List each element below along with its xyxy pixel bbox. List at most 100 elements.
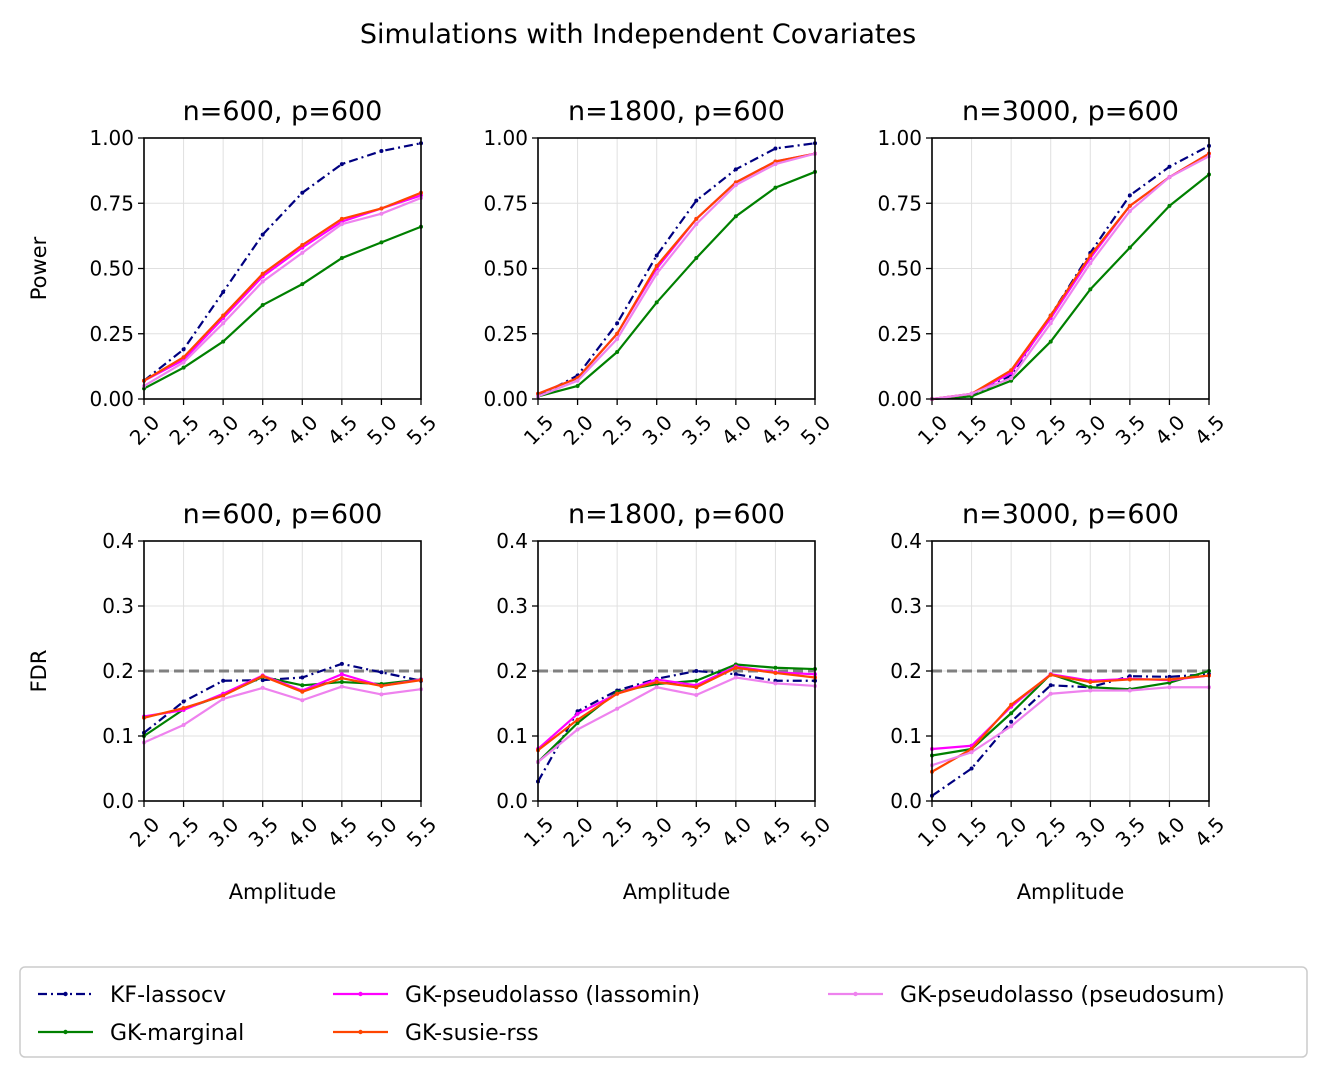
data-point bbox=[379, 683, 384, 688]
data-point bbox=[615, 336, 620, 341]
data-point bbox=[379, 692, 384, 697]
series-line bbox=[931, 673, 1210, 797]
x-tick-label: 4.5 bbox=[323, 812, 362, 851]
x-tick-label: 4.0 bbox=[717, 812, 756, 851]
data-point bbox=[260, 279, 265, 284]
x-axis-label: Amplitude bbox=[623, 880, 731, 904]
x-tick-label: 3.0 bbox=[638, 812, 677, 851]
data-point bbox=[181, 699, 186, 704]
series-line bbox=[143, 685, 422, 744]
x-tick-label: 2.5 bbox=[598, 812, 637, 851]
x-tick-label: 2.5 bbox=[1032, 812, 1071, 851]
x-tick-label: 4.0 bbox=[1150, 410, 1189, 449]
y-tick-label: 0.0 bbox=[496, 789, 528, 813]
series-line bbox=[143, 662, 422, 734]
data-point bbox=[181, 706, 186, 711]
x-ticks: 1.5 2.0 2.5 3.0 3.5 4.0 4.5 5.0 bbox=[519, 801, 835, 852]
data-point bbox=[733, 675, 738, 680]
series-group bbox=[536, 662, 817, 784]
x-tick-label: 2.0 bbox=[558, 410, 597, 449]
data-point bbox=[733, 182, 738, 187]
legend-marker bbox=[63, 1029, 68, 1035]
legend-label: GK-susie-rss bbox=[405, 1021, 539, 1046]
x-ticks: 1.0 1.5 2.0 2.5 3.0 3.5 4.0 4.5 bbox=[913, 399, 1229, 450]
x-tick-label: 5.0 bbox=[796, 812, 835, 851]
series-group bbox=[536, 141, 817, 399]
series-line bbox=[931, 173, 1210, 401]
data-point bbox=[1127, 193, 1132, 198]
data-point bbox=[1088, 253, 1093, 258]
x-tick-label: 5.5 bbox=[402, 812, 441, 851]
figure-title: Simulations with Independent Covariates bbox=[360, 19, 916, 50]
y-tick-label: 0.75 bbox=[483, 191, 528, 215]
y-tick-label: 0.50 bbox=[483, 257, 528, 281]
data-point bbox=[1127, 209, 1132, 214]
data-point bbox=[733, 214, 738, 219]
series-gk-pseudolasso-pseudosum bbox=[536, 675, 817, 764]
panel-2: 1.5 2.0 2.5 3.0 3.5 4.0 4.5 5.00.000.250.500.75… bbox=[483, 96, 835, 450]
data-point bbox=[300, 698, 305, 703]
series-gk-pseudolasso-lassomin bbox=[930, 151, 1211, 401]
y-axis-label: Power bbox=[27, 236, 51, 300]
series-line bbox=[143, 194, 422, 382]
y-tick-label: 0.1 bbox=[496, 724, 528, 748]
series-gk-pseudolasso-pseudosum bbox=[930, 685, 1211, 768]
data-point bbox=[1127, 677, 1132, 682]
data-point bbox=[575, 378, 580, 383]
data-point bbox=[1048, 321, 1053, 326]
x-tick-label: 5.0 bbox=[796, 410, 835, 449]
data-point bbox=[339, 680, 344, 685]
x-tick-label: 3.5 bbox=[244, 410, 283, 449]
x-axis-label: Amplitude bbox=[229, 880, 337, 904]
series-line bbox=[143, 197, 422, 387]
data-point bbox=[1009, 368, 1014, 373]
data-point bbox=[1127, 688, 1132, 693]
panel-title: n=1800, p=600 bbox=[568, 96, 785, 127]
x-tick-label: 1.0 bbox=[913, 410, 952, 449]
data-point bbox=[1009, 702, 1014, 707]
data-point bbox=[733, 167, 738, 172]
x-tick-label: 3.5 bbox=[677, 812, 716, 851]
data-point bbox=[694, 198, 699, 203]
y-tick-label: 0.2 bbox=[890, 659, 922, 683]
y-tick-label: 0.3 bbox=[890, 594, 922, 618]
series-line bbox=[537, 666, 816, 752]
data-point bbox=[1127, 203, 1132, 208]
data-point bbox=[1088, 287, 1093, 292]
y-tick-label: 0.00 bbox=[877, 387, 922, 411]
data-point bbox=[1167, 685, 1172, 690]
data-point bbox=[221, 678, 226, 683]
data-point bbox=[260, 232, 265, 237]
y-tick-label: 1.00 bbox=[89, 126, 134, 150]
y-tick-label: 0.3 bbox=[102, 594, 134, 618]
series-line bbox=[931, 144, 1210, 401]
series-gk-susie-rss bbox=[142, 190, 423, 383]
series-line bbox=[537, 152, 816, 395]
y-tick-label: 0.75 bbox=[877, 191, 922, 215]
y-tick-label: 1.00 bbox=[483, 126, 528, 150]
x-tick-label: 1.0 bbox=[913, 812, 952, 851]
data-point bbox=[300, 683, 305, 688]
x-tick-label: 2.0 bbox=[558, 812, 597, 851]
x-tick-label: 4.0 bbox=[283, 812, 322, 851]
panel-title: n=600, p=600 bbox=[183, 499, 383, 530]
data-point bbox=[1009, 724, 1014, 729]
x-tick-label: 3.0 bbox=[204, 410, 243, 449]
legend-marker bbox=[358, 1029, 363, 1035]
x-tick-label: 4.5 bbox=[323, 410, 362, 449]
x-tick-label: 3.0 bbox=[1071, 410, 1110, 449]
y-tick-label: 0.00 bbox=[483, 387, 528, 411]
panel-title: n=3000, p=600 bbox=[962, 96, 1179, 127]
x-tick-label: 5.0 bbox=[362, 410, 401, 449]
x-ticks: 1.0 1.5 2.0 2.5 3.0 3.5 4.0 4.5 bbox=[913, 801, 1229, 852]
data-point bbox=[221, 693, 226, 698]
series-line bbox=[537, 152, 816, 398]
y-tick-label: 0.00 bbox=[89, 387, 134, 411]
data-point bbox=[575, 383, 580, 388]
data-point bbox=[694, 685, 699, 690]
data-point bbox=[969, 766, 974, 771]
data-point bbox=[1088, 680, 1093, 685]
x-tick-label: 3.5 bbox=[1111, 410, 1150, 449]
x-tick-label: 4.0 bbox=[283, 410, 322, 449]
